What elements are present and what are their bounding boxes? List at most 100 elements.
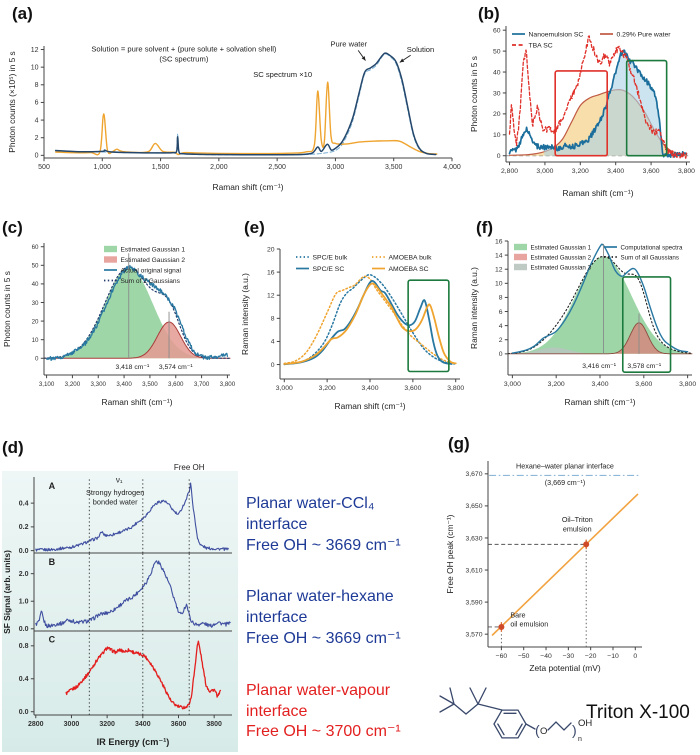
panel-f-chart: 3,000 3,200 3,400 3,600 3,800 0 2 4 6 8 10 12 14 16 Ra… [469, 238, 696, 407]
svg-text:0.2: 0.2 [19, 524, 29, 531]
hydroxyl-group: OH [578, 718, 592, 729]
svg-text:SPC/E SC: SPC/E SC [313, 266, 345, 273]
svg-text:2,500: 2,500 [268, 164, 286, 171]
panel-b-chart: 2,800 3,000 3,200 3,400 3,600 3,800 0 10 20 30 40 5… [469, 26, 695, 198]
svg-text:3,400: 3,400 [591, 381, 608, 388]
svg-text:30: 30 [32, 300, 39, 307]
svg-text:3,650: 3,650 [465, 503, 482, 510]
panel-f-label: (f) [476, 218, 493, 237]
svg-text:Estimated Gaussian 1: Estimated Gaussian 1 [121, 246, 186, 253]
series-sf-vapour [65, 640, 222, 710]
oxygen-atom: O [540, 726, 547, 737]
svg-text:Raman shift (cm⁻¹): Raman shift (cm⁻¹) [335, 401, 406, 411]
svg-text:10: 10 [31, 64, 39, 71]
svg-text:12: 12 [31, 47, 39, 54]
svg-text:Actual original signal: Actual original signal [121, 267, 182, 274]
svg-text:2,000: 2,000 [210, 164, 228, 171]
svg-text:12: 12 [495, 267, 503, 274]
svg-text:3,800: 3,800 [678, 168, 695, 175]
svg-text:Photon counts in 5 s: Photon counts in 5 s [469, 56, 479, 132]
svg-text:3,400: 3,400 [607, 168, 624, 175]
svg-text:10: 10 [493, 132, 501, 139]
svg-text:Raman shift (cm⁻¹): Raman shift (cm⁻¹) [213, 182, 284, 192]
series-pure-water [55, 53, 437, 156]
svg-text:1,500: 1,500 [152, 164, 170, 171]
svg-text:0: 0 [35, 356, 39, 363]
svg-text:16: 16 [495, 238, 503, 245]
svg-text:−10: −10 [607, 653, 619, 660]
caption-hexane: Planar water-hexane interface Free OH ~ … [246, 588, 401, 647]
repeat-subscript-n: n [578, 736, 582, 743]
svg-text:3,800: 3,800 [679, 381, 696, 388]
svg-text:0.29% Pure water: 0.29% Pure water [617, 31, 672, 38]
svg-text:Sum of all Gaussians: Sum of all Gaussians [621, 254, 679, 261]
panel-g-label: (g) [448, 434, 470, 453]
svg-text:Solution = pure solvent + (pur: Solution = pure solvent + (pure solute +… [91, 45, 277, 64]
svg-text:3,570: 3,570 [465, 631, 482, 638]
panel-c-label: (c) [2, 218, 23, 237]
panel-b-label: (b) [478, 4, 500, 23]
svg-text:Photon counts in 5 s: Photon counts in 5 s [2, 271, 12, 347]
series-sc-spectrum-x10 [55, 81, 438, 156]
svg-text:Estimated Gaussian 2: Estimated Gaussian 2 [121, 257, 186, 264]
panel-e-chart: 3,000 3,200 3,400 3,600 3,800 0 4 8 12 16 20 Raman … [240, 246, 464, 411]
svg-text:40: 40 [493, 69, 501, 76]
svg-text:3,200: 3,200 [319, 385, 336, 392]
svg-text:3,200: 3,200 [65, 381, 81, 388]
svg-text:3000: 3000 [64, 721, 80, 728]
svg-text:10: 10 [32, 337, 39, 344]
svg-text:6: 6 [499, 309, 503, 316]
svg-text:Free OH peak (cm⁻¹): Free OH peak (cm⁻¹) [445, 514, 455, 593]
svg-text:ν₁: ν₁ [116, 475, 123, 484]
svg-text:2.0: 2.0 [19, 571, 29, 578]
svg-text:50: 50 [493, 48, 501, 55]
series-spce-bulk [283, 273, 457, 365]
svg-text:6: 6 [35, 100, 39, 107]
svg-text:16: 16 [267, 269, 275, 276]
svg-text:3,630: 3,630 [465, 535, 482, 542]
svg-text:50: 50 [32, 263, 39, 270]
svg-text:0.4: 0.4 [19, 500, 29, 507]
svg-text:SF Signal (arb. units): SF Signal (arb. units) [2, 550, 12, 634]
svg-text:IR Energy (cm⁻¹): IR Energy (cm⁻¹) [97, 737, 170, 747]
panel-d-label: (d) [2, 438, 24, 457]
svg-text:1,000: 1,000 [94, 164, 112, 171]
svg-text:3,670: 3,670 [465, 471, 482, 478]
svg-text:10: 10 [495, 281, 503, 288]
svg-text:1.0: 1.0 [19, 599, 29, 606]
series-sf-ccl4 [35, 482, 229, 552]
svg-text:4: 4 [499, 323, 503, 330]
series-nanoemulsion-sc [508, 49, 688, 158]
svg-text:3,100: 3,100 [39, 381, 55, 388]
svg-text:Nanoemulsion SC: Nanoemulsion SC [529, 31, 584, 38]
svg-text:B: B [49, 557, 56, 567]
svg-text:(3,669 cm⁻¹): (3,669 cm⁻¹) [545, 478, 586, 487]
series-estimated-gaussian-2 [43, 321, 231, 359]
svg-text:Raman intensity (a.u.): Raman intensity (a.u.) [240, 273, 250, 355]
svg-text:−60: −60 [496, 653, 508, 660]
svg-text:3,600: 3,600 [643, 168, 660, 175]
series-estimated-gaussian-2 [507, 322, 693, 355]
svg-text:0: 0 [499, 351, 503, 358]
panel-a-label: (a) [12, 4, 33, 23]
svg-text:3,610: 3,610 [465, 567, 482, 574]
data-point [498, 623, 505, 630]
svg-text:Pure water: Pure water [330, 39, 367, 48]
svg-text:20: 20 [32, 318, 39, 325]
svg-text:2: 2 [35, 135, 39, 142]
svg-text:8: 8 [35, 82, 39, 89]
svg-text:Raman shift (cm⁻¹): Raman shift (cm⁻¹) [565, 397, 636, 407]
svg-text:500: 500 [38, 164, 50, 171]
series-trend-line [491, 493, 639, 636]
svg-text:60: 60 [493, 27, 501, 34]
svg-text:3,000: 3,000 [276, 385, 293, 392]
svg-text:Estimated Gaussian 2: Estimated Gaussian 2 [531, 254, 592, 261]
series-amoeba-sc [283, 282, 457, 365]
bracket-open: ( [535, 722, 540, 738]
svg-text:0: 0 [271, 362, 275, 369]
bracket-close: ) [572, 722, 577, 738]
svg-text:Estimated Gaussian 3: Estimated Gaussian 3 [531, 264, 592, 271]
